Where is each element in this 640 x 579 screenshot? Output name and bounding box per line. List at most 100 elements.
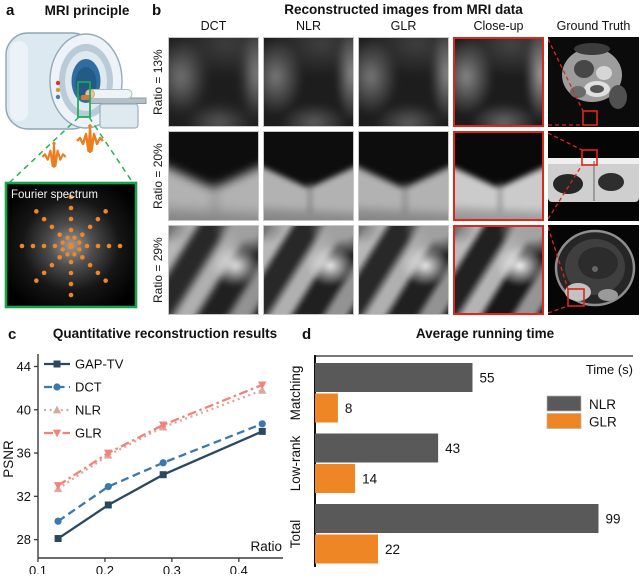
- marker-triangle-down: [52, 429, 62, 438]
- fourier-spectrum-box: [4, 181, 138, 309]
- x-tick-label: 0.2: [96, 563, 114, 574]
- series-line-dct: [57, 422, 263, 523]
- column-header-close: Close-up: [473, 19, 524, 33]
- bar-glr-total: [315, 534, 378, 564]
- fourier-spectrum-label: Fourier spectrum: [11, 189, 98, 201]
- bar-value-label: 55: [480, 371, 495, 386]
- rf-pulse-icon: [41, 141, 67, 168]
- row-label-ratio-3: Ratio = 29%: [151, 237, 165, 303]
- image-nlr-row2: [263, 131, 354, 221]
- legend-swatch: [546, 395, 582, 412]
- red-dashed-line: [548, 305, 569, 314]
- marker-square: [104, 501, 112, 509]
- image-ground-truth-row1: [548, 37, 639, 127]
- mri-reconstruction-art: [169, 132, 258, 220]
- panel-letter-b: b: [152, 2, 162, 19]
- image-glr-row1: [358, 37, 449, 127]
- bar-glr-matching: [315, 393, 338, 423]
- panel-c-psnr-chart: c Quantitative reconstruction results 28…: [0, 320, 290, 578]
- panel-letter-a: a: [6, 2, 15, 19]
- mri-illustration: Fourier spectrum: [4, 32, 147, 309]
- x-tick-label: 0.1: [29, 563, 47, 574]
- pulse-tip: [88, 124, 92, 128]
- legend-entry-dct: DCT: [44, 380, 102, 395]
- panel-b-title: Reconstructed images from MRI data: [284, 2, 523, 17]
- marker-square: [53, 360, 61, 368]
- rf-coil: [81, 95, 90, 100]
- marker-triangle-down: [258, 381, 267, 390]
- y-axis-label: PSNR: [1, 440, 16, 478]
- x-tick-label: 0.4: [230, 563, 248, 574]
- spectrum-sampling-dots: [19, 194, 123, 298]
- bar-chart-title: Average running time: [415, 326, 555, 341]
- series-markers-gap-tv: [54, 427, 266, 543]
- bar-nlr-low-rank: [315, 433, 439, 463]
- legend-label: DCT: [75, 380, 102, 395]
- panel-a-title: MRI principle: [44, 3, 130, 18]
- mri-reconstruction-art: [169, 226, 258, 314]
- image-close-up-row3: [453, 225, 544, 315]
- image-close-up-row1: [453, 37, 544, 127]
- image-dct-row1: [168, 37, 259, 127]
- green-dashed-line-right: [88, 116, 134, 184]
- mri-reconstruction-art: [455, 133, 542, 219]
- mri-reconstruction-art: [169, 38, 258, 126]
- panel-d-runtime-chart: d Average running time Time (s) Matching 5…: [288, 320, 640, 574]
- mri-reconstruction-art: [264, 132, 353, 220]
- marker-circle: [54, 517, 62, 525]
- legend-entry-gap-tv: GAP-TV: [44, 357, 124, 372]
- mri-reconstruction-art: [264, 226, 353, 314]
- pulse-tip: [52, 141, 56, 146]
- row-label-ratio-2: Ratio = 20%: [151, 143, 165, 209]
- roi-green-box: [77, 81, 91, 118]
- red-dashed-line: [548, 132, 583, 151]
- marker-triangle-up: [52, 405, 62, 414]
- column-header-gt: Ground Truth: [556, 19, 631, 33]
- panel-letter-c: c: [8, 326, 17, 343]
- series-line-gap-tv: [57, 430, 263, 540]
- legend-swatch: [546, 413, 582, 429]
- series-line-glr: [57, 383, 263, 487]
- legend-entry-glr: GLR: [44, 426, 102, 441]
- category-label-low-rank: Low-rank: [290, 435, 303, 491]
- marker-triangle-down: [53, 482, 63, 490]
- image-nlr-row1: [263, 37, 354, 127]
- image-dct-row3: [168, 225, 259, 315]
- line-chart-title: Quantitative reconstruction results: [52, 326, 278, 341]
- column-header-dct: DCT: [200, 19, 227, 33]
- marker-square: [54, 535, 62, 543]
- y-tick-label: 28: [17, 532, 31, 547]
- series-line-nlr: [57, 389, 263, 490]
- y-tick-label: 40: [17, 402, 31, 417]
- y-tick-label: 44: [17, 359, 31, 374]
- legend-entry-nlr: NLR: [546, 395, 616, 412]
- image-glr-row3: [358, 225, 449, 315]
- marker-square: [159, 471, 167, 479]
- bar-value-label: 22: [385, 542, 400, 557]
- scanner-highlight: [10, 41, 28, 121]
- marker-circle: [53, 383, 61, 391]
- green-dashed-line-left: [8, 116, 80, 184]
- red-dashed-line: [548, 164, 583, 220]
- panel-b-reconstructions: b Reconstructed images from MRI data DCT…: [150, 0, 640, 320]
- marker-circle: [159, 459, 167, 467]
- category-label-total: Total: [290, 520, 303, 549]
- legend-label: NLR: [75, 403, 101, 418]
- marker-triangle-up: [258, 385, 267, 394]
- row-label-ratio-1: Ratio = 13%: [151, 49, 165, 115]
- x-axis-label: Ratio: [250, 539, 282, 554]
- column-header-glr: GLR: [390, 19, 417, 33]
- roi-red-box: [582, 110, 598, 126]
- bar-value-label: 8: [345, 401, 353, 416]
- legend-label: GLR: [589, 415, 617, 430]
- y-tick-label: 36: [17, 446, 31, 461]
- mri-reconstruction-art: [455, 39, 542, 125]
- axis-unit-label: Time (s): [586, 362, 633, 377]
- runtime-bar-chart: Time (s) Matching 55 8 Low-rank 43 14 Total 99 22…: [288, 355, 633, 567]
- mri-reconstruction-art: [359, 132, 448, 220]
- image-dct-row2: [168, 131, 259, 221]
- marker-circle: [258, 420, 266, 428]
- column-header-nlr: NLR: [295, 19, 321, 33]
- marker-square: [258, 427, 266, 435]
- series-markers-dct: [54, 420, 266, 525]
